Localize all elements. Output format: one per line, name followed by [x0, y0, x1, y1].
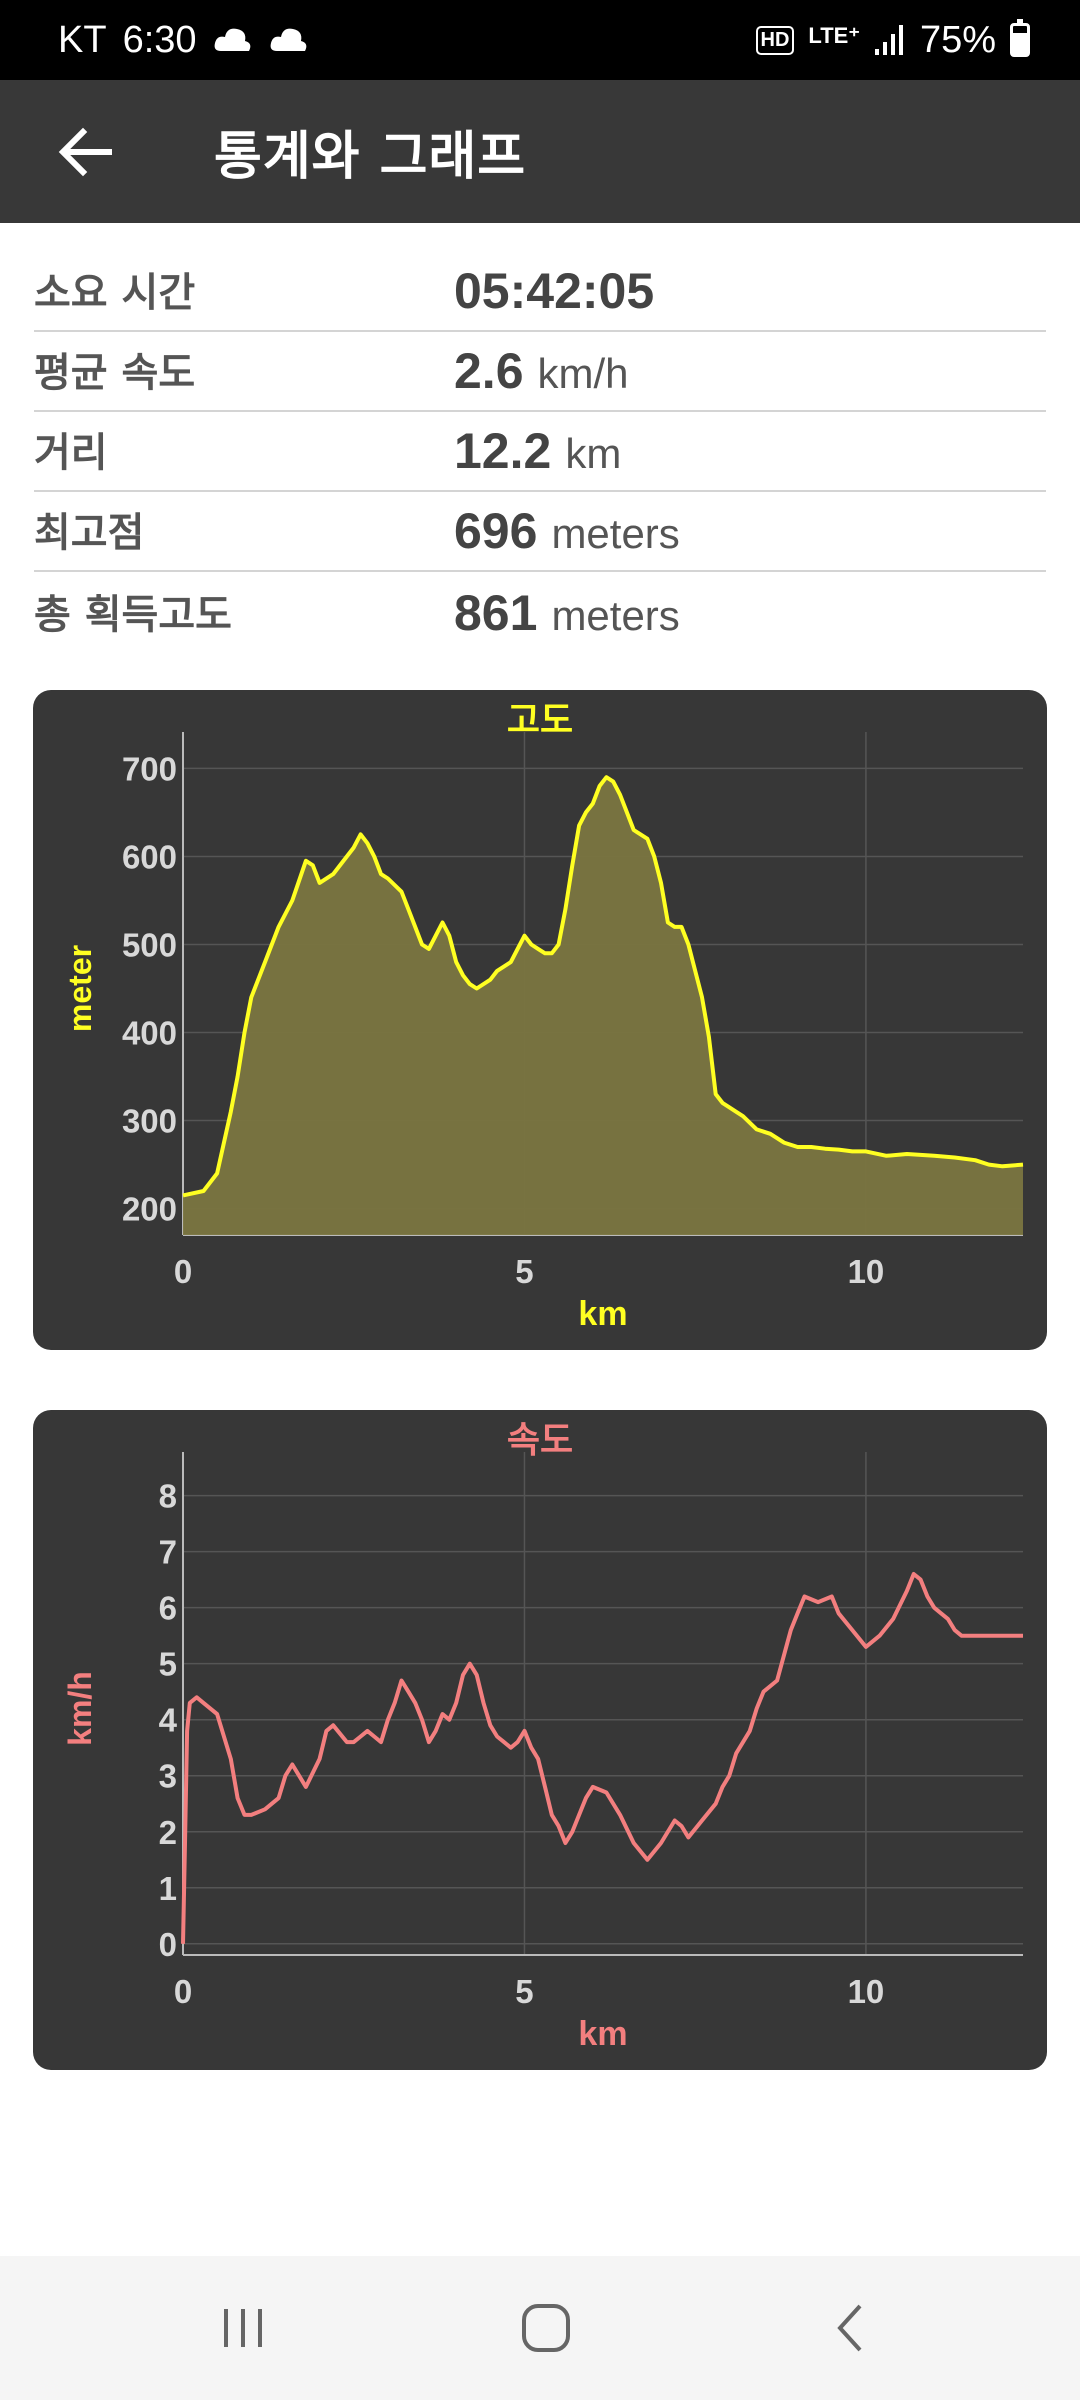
altitude-area [183, 777, 1023, 1235]
stat-unit: km [565, 430, 622, 477]
network-type-label: LTE⁺ [808, 23, 860, 48]
system-nav-bar [0, 2256, 1080, 2400]
stat-unit: meters [551, 592, 680, 639]
home-icon [522, 2304, 570, 2352]
y-tick-label: 5 [159, 1646, 177, 1683]
y-tick-label: 300 [122, 1103, 177, 1140]
x-axis-label: km [578, 2015, 627, 2053]
x-tick-label: 5 [515, 1253, 533, 1290]
stat-row-max-altitude: 최고점 696 meters [34, 492, 1046, 572]
stat-value: 696 meters [454, 503, 680, 559]
stat-value: 05:42:05 [454, 263, 655, 319]
stat-label: 총 획득고도 [34, 592, 232, 638]
stat-row-avg-speed: 평균 속도 2.6 km/h [34, 332, 1046, 412]
battery-percent: 75% [919, 18, 996, 61]
clock: 6:30 [122, 18, 197, 61]
y-tick-label: 700 [122, 750, 177, 787]
stat-row-distance: 거리 12.2 km [34, 412, 1046, 492]
altitude-chart: 고도 200 300 400 500 600 700 0 5 10 km meter [62, 700, 1024, 1333]
x-tick-label: 10 [848, 1973, 885, 2010]
y-tick-label: 600 [122, 838, 177, 875]
status-bar: KT 6:30 HD LTE⁺ 75% [0, 0, 1080, 80]
stat-unit: meters [551, 510, 680, 557]
x-axis-label: km [578, 1295, 627, 1333]
y-tick-label: 3 [159, 1758, 177, 1795]
recents-icon [224, 2309, 262, 2347]
notification-cloud-icon [270, 28, 306, 51]
y-tick-label: 6 [159, 1590, 177, 1627]
y-tick-label: 500 [122, 926, 177, 963]
back-chevron-icon [837, 2304, 862, 2352]
stat-row-duration: 소요 시간 05:42:05 [34, 252, 1046, 332]
stat-label: 최고점 [34, 510, 145, 556]
chart-title: 속도 [507, 1420, 573, 1461]
stat-row-total-ascent: 총 획득고도 861 meters [34, 572, 1046, 652]
y-tick-label: 200 [122, 1191, 177, 1228]
y-tick-label: 4 [159, 1702, 178, 1739]
stat-value: 2.6 km/h [454, 343, 629, 399]
chart-title: 고도 [507, 700, 573, 741]
y-tick-label: 400 [122, 1015, 177, 1052]
y-tick-label: 0 [159, 1926, 177, 1963]
home-button[interactable] [446, 2256, 646, 2400]
nav-back-button[interactable] [750, 2256, 950, 2400]
stat-label: 평균 속도 [34, 350, 196, 396]
y-tick-label: 7 [159, 1534, 177, 1571]
y-tick-label: 8 [159, 1478, 177, 1515]
altitude-chart-card: 고도 200 300 400 500 600 700 0 5 10 km meter [33, 690, 1047, 1350]
x-tick-label: 0 [174, 1253, 192, 1290]
x-tick-label: 0 [174, 1973, 192, 2010]
back-button[interactable] [40, 112, 130, 192]
stat-label: 소요 시간 [34, 270, 196, 316]
carrier-label: KT [58, 18, 107, 61]
stat-value: 861 meters [454, 585, 680, 641]
y-axis-label: km/h [62, 1671, 98, 1746]
x-tick-label: 5 [515, 1973, 533, 2010]
battery-icon [1010, 19, 1030, 57]
hd-voice-icon: HD [755, 25, 795, 55]
altitude-line [182, 775, 1024, 1198]
y-tick-label: 1 [159, 1870, 177, 1907]
signal-icon [874, 25, 903, 55]
stat-value: 12.2 km [454, 423, 622, 479]
notification-cloud-icon [214, 28, 250, 51]
app-bar: 통계와 그래프 [0, 80, 1080, 223]
stat-label: 거리 [34, 430, 108, 476]
speed-chart: 속도 0 1 2 3 4 5 6 7 8 0 5 10 km km/h [62, 1420, 1023, 2053]
stats-table: 소요 시간 05:42:05 평균 속도 2.6 km/h 거리 12.2 km 최… [34, 252, 1046, 652]
y-axis-label: meter [62, 945, 98, 1032]
y-tick-label: 2 [159, 1814, 177, 1851]
stat-unit: km/h [537, 350, 629, 397]
speed-chart-card: 속도 0 1 2 3 4 5 6 7 8 0 5 10 km km/h [33, 1410, 1047, 2070]
recents-button[interactable] [143, 2256, 343, 2400]
x-tick-label: 10 [848, 1253, 885, 1290]
page-title: 통계와 그래프 [214, 127, 527, 187]
arrow-left-icon [58, 127, 112, 177]
speed-line [181, 1572, 1023, 1944]
